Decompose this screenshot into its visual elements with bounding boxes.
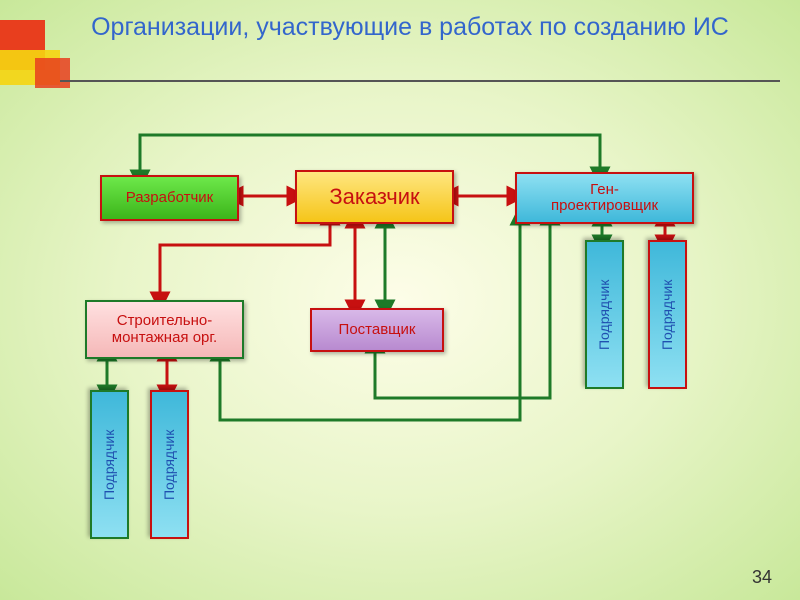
slide-number: 34: [752, 567, 772, 588]
node-label: Подрядчик: [162, 429, 177, 499]
node-sub4: Подрядчик: [648, 240, 687, 389]
node-label: проектировщик: [551, 198, 658, 215]
node-label: Ген-: [590, 182, 619, 199]
node-supplier: Поставщик: [310, 308, 444, 352]
slide: Организации, участвующие в работах по со…: [0, 0, 800, 600]
node-label: монтажная орг.: [112, 330, 217, 347]
node-sub2: Подрядчик: [150, 390, 189, 539]
node-label: Поставщик: [339, 322, 416, 339]
node-label: Подрядчик: [660, 279, 675, 349]
node-label: Заказчик: [329, 185, 419, 209]
slide-title: Организации, участвующие в работах по со…: [60, 12, 760, 43]
title-underline: [60, 80, 780, 82]
node-label: Подрядчик: [102, 429, 117, 499]
node-sub3: Подрядчик: [585, 240, 624, 389]
node-build: Строительно-монтажная орг.: [85, 300, 244, 359]
node-sub1: Подрядчик: [90, 390, 129, 539]
node-label: Подрядчик: [597, 279, 612, 349]
node-label: Строительно-: [117, 313, 213, 330]
node-developer: Разработчик: [100, 175, 239, 221]
node-gen: Ген-проектировщик: [515, 172, 694, 224]
diagram-area: Разработчик Заказчик Ген-проектировщик С…: [30, 100, 770, 560]
node-customer: Заказчик: [295, 170, 454, 224]
node-label: Разработчик: [126, 190, 213, 207]
decoration-red2: [35, 58, 70, 88]
